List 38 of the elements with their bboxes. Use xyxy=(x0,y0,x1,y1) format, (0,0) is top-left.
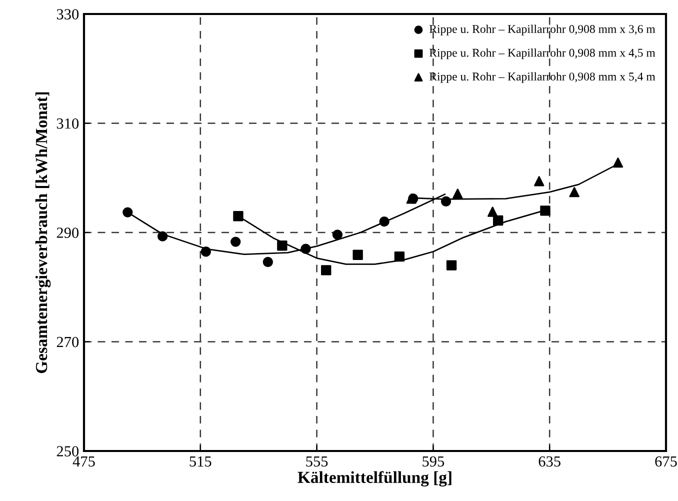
point xyxy=(569,186,580,198)
x-tick-label: 675 xyxy=(655,456,677,467)
point xyxy=(233,211,244,222)
point xyxy=(157,231,168,242)
point xyxy=(230,236,241,247)
point xyxy=(332,230,343,240)
point xyxy=(300,244,311,254)
point xyxy=(540,206,550,216)
y-tick-label: 330 xyxy=(56,9,79,20)
point xyxy=(487,206,498,217)
legend-label: Rippe u. Rohr – Kapillarrohr 0,908 mm x 3,6 m xyxy=(429,24,656,36)
point xyxy=(493,215,504,226)
point xyxy=(321,265,332,276)
point xyxy=(379,216,390,227)
y-tick-label: 290 xyxy=(56,228,79,238)
point xyxy=(262,256,273,268)
y-tick-label: 270 xyxy=(56,336,79,348)
point xyxy=(122,207,133,218)
x-axis-title: Kältemittelfüllung [g] xyxy=(298,471,452,487)
x-tick-label: 555 xyxy=(306,456,328,467)
x-tick-label: 515 xyxy=(190,456,212,467)
point xyxy=(452,188,463,199)
point xyxy=(277,240,288,251)
point xyxy=(394,251,405,262)
point xyxy=(612,157,624,168)
legend-label: Rippe u. Rohr – Kapillarrohr 0,908 mm x 5,4 m xyxy=(429,72,656,83)
legend-label: Rippe u. Rohr – Kapillarrohr 0,908 mm x 4,5 m xyxy=(429,48,656,60)
y-axis-title: Gesamtenergieverbrauch [kWh/Monat] xyxy=(35,92,51,374)
point xyxy=(200,246,212,257)
x-tick-label: 595 xyxy=(422,456,444,467)
x-tick-label: 635 xyxy=(538,456,560,467)
point xyxy=(352,250,363,260)
x-tick-label: 475 xyxy=(72,456,95,467)
y-tick-label: 310 xyxy=(56,118,79,129)
point xyxy=(446,260,457,270)
point xyxy=(534,176,544,186)
y-tick-label: 250 xyxy=(56,446,79,456)
point xyxy=(440,196,452,206)
